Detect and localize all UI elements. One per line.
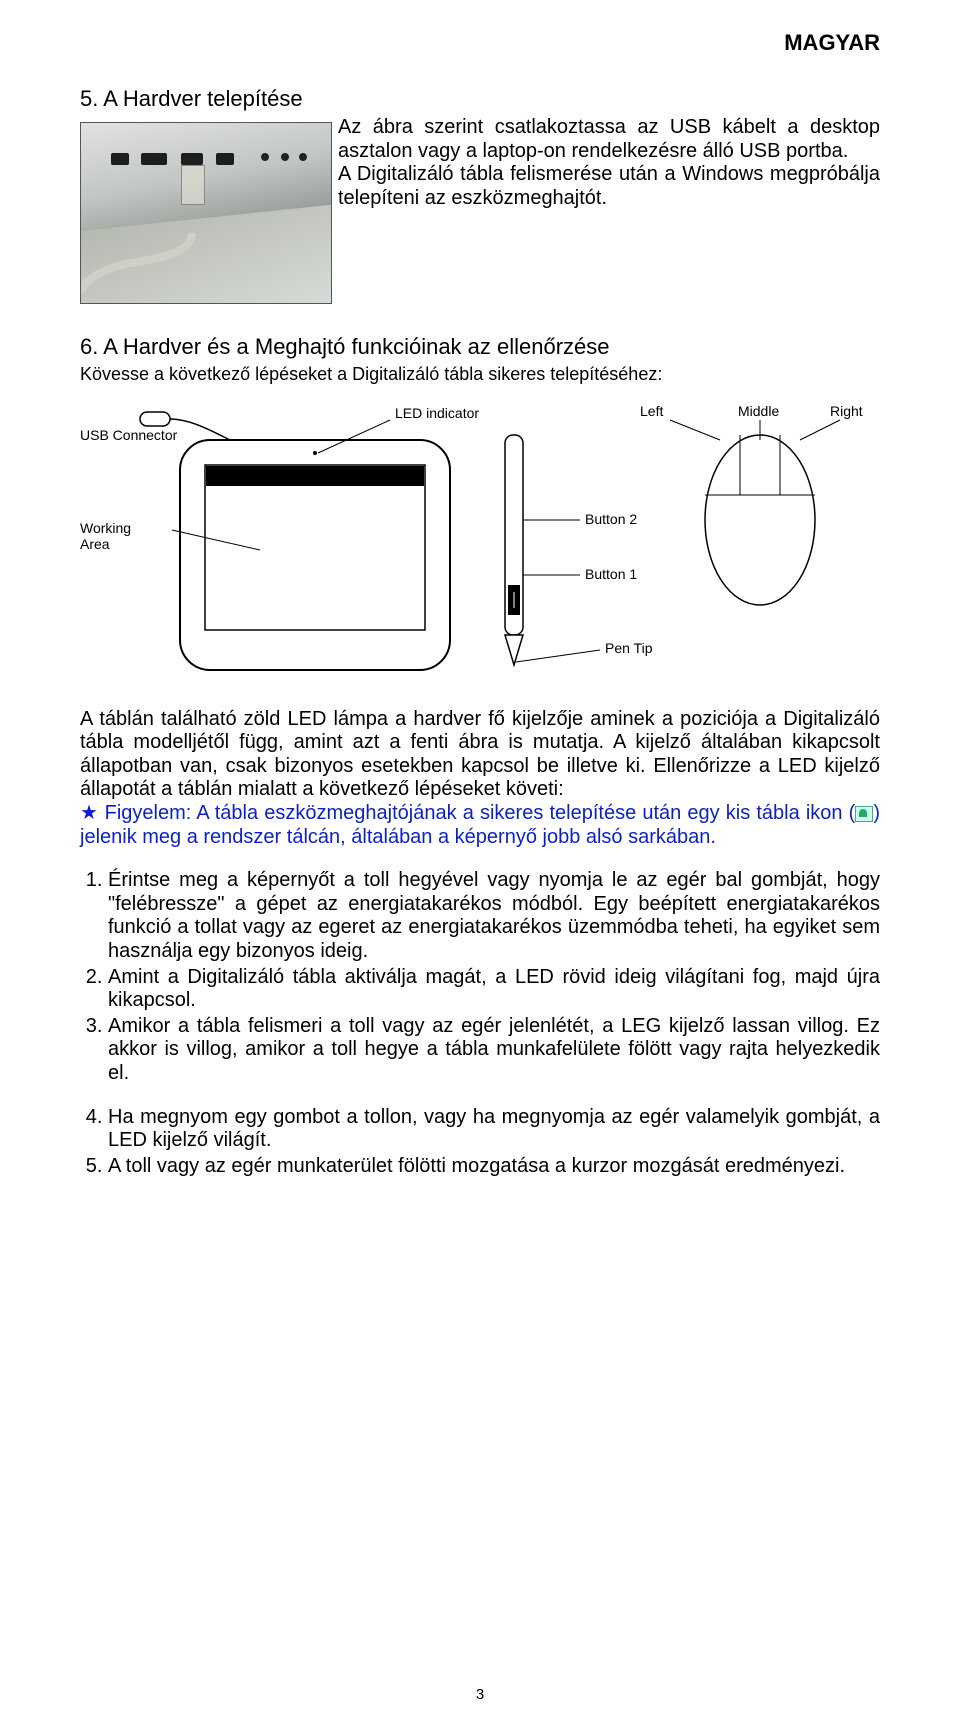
list-item: Amikor a tábla felismeri a toll vagy az … [108, 1015, 880, 1086]
list-item: Érintse meg a képernyőt a toll hegyével … [108, 869, 880, 963]
list-item: Amint a Digitalizáló tábla aktiválja mag… [108, 966, 880, 1013]
label-led-indicator: LED indicator [395, 405, 479, 421]
hardware-diagram: USB Connector LED indicator Working Area… [80, 400, 880, 690]
section-5-body: Az ábra szerint csatlakoztassa az USB ká… [332, 116, 880, 210]
label-button-1: Button 1 [585, 566, 637, 582]
label-button-2: Button 2 [585, 511, 637, 527]
ordered-list-1: Érintse meg a képernyőt a toll hegyével … [80, 869, 880, 1085]
label-left: Left [640, 403, 663, 419]
document-page: MAGYAR 5. A Hardver telepítése Az ábra s… [0, 0, 960, 1717]
list-item: A toll vagy az egér munkaterület fölötti… [108, 1155, 880, 1179]
label-working-area: Working Area [80, 520, 175, 552]
mouse-drawing: Left Middle Right [640, 403, 863, 605]
blue-note-prefix: Figyelem: A tábla eszközmeghajtójának a … [99, 802, 856, 824]
after-diagram-paragraph: A táblán található zöld LED lámpa a hard… [80, 708, 880, 802]
ordered-list-2: Ha megnyom egy gombot a tollon, vagy ha … [80, 1106, 880, 1179]
label-pen-tip: Pen Tip [605, 640, 653, 656]
label-right: Right [830, 403, 863, 419]
section-5-row: Az ábra szerint csatlakoztassa az USB ká… [80, 116, 880, 304]
list-item: Ha megnyom egy gombot a tollon, vagy ha … [108, 1106, 880, 1153]
page-number: 3 [0, 1686, 960, 1703]
section-6-subtitle: Kövesse a következő lépéseket a Digitali… [80, 364, 880, 386]
pen-drawing: Button 2 Button 1 Pen Tip [505, 435, 653, 665]
blue-note: ★ Figyelem: A tábla eszközmeghajtójának … [80, 802, 880, 849]
label-usb-connector: USB Connector [80, 427, 178, 443]
section-5-title: 5. A Hardver telepítése [80, 86, 880, 112]
star-icon: ★ [80, 802, 99, 824]
tablet-tray-icon [855, 806, 873, 822]
page-language-header: MAGYAR [80, 30, 880, 56]
label-middle: Middle [738, 403, 779, 419]
usb-photo [80, 122, 332, 304]
section-6-title: 6. A Hardver és a Meghajtó funkcióinak a… [80, 334, 880, 360]
